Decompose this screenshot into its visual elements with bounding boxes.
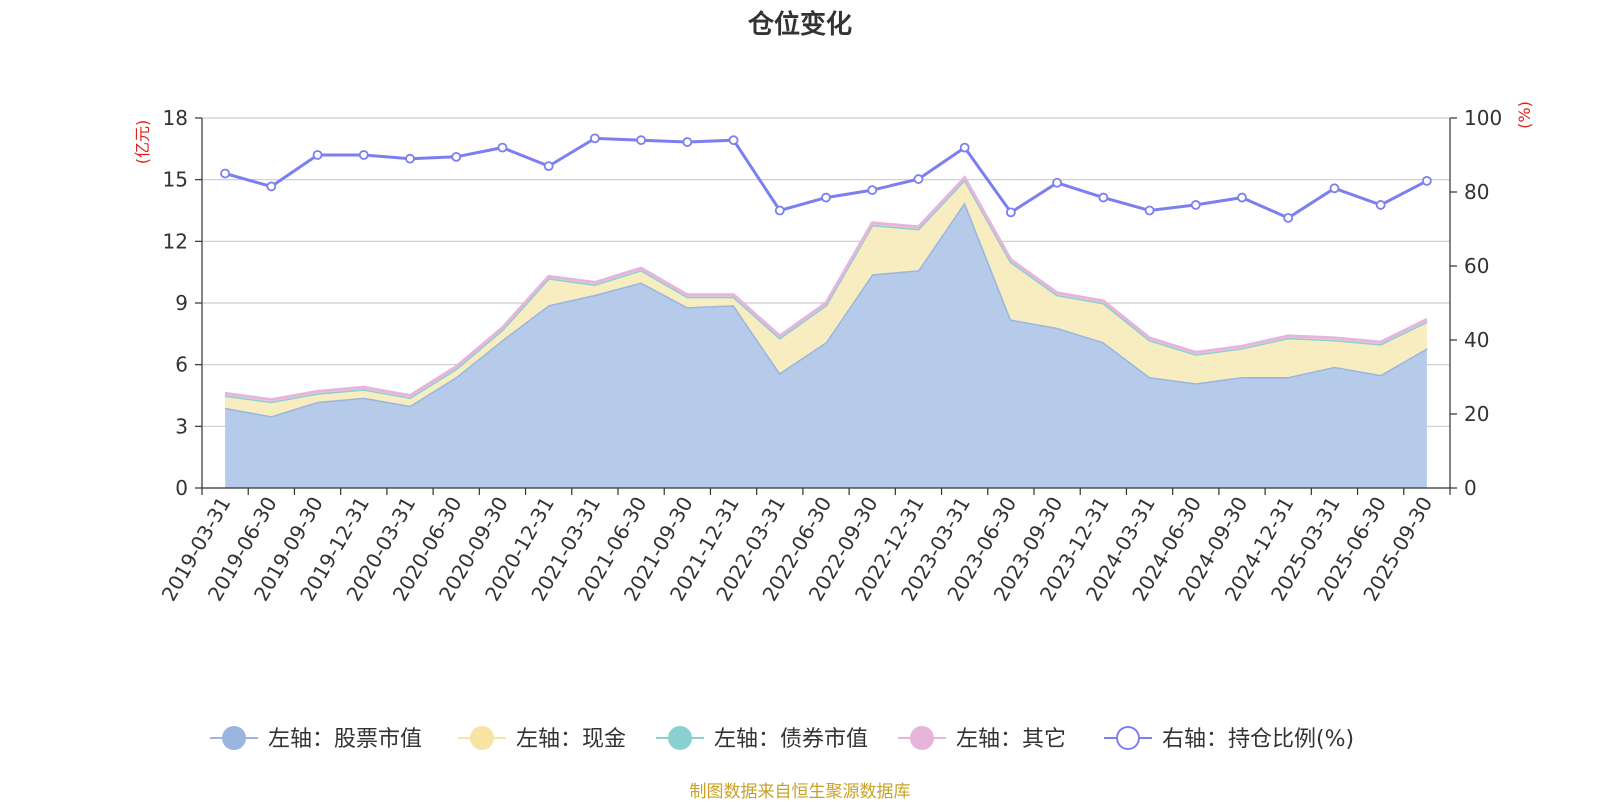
- left-tick-label: 15: [163, 168, 188, 192]
- ratio-point: [1283, 212, 1294, 223]
- right-tick-label: 80: [1464, 180, 1489, 204]
- ratio-point: [1237, 192, 1247, 203]
- ratio-line-path: [224, 136, 1428, 220]
- ratio-point: [312, 150, 323, 160]
- ratio-point: [1190, 200, 1201, 210]
- ratio-point: [1421, 175, 1432, 186]
- area-edge-line: [224, 175, 1428, 402]
- left-tick-label: 9: [175, 291, 188, 315]
- legend-item: 左轴：股票市值: [210, 726, 422, 752]
- ratio-point: [1329, 183, 1340, 194]
- area-fill: [225, 179, 1427, 417]
- ratio-point: [1098, 192, 1109, 203]
- ratio-point: [1375, 200, 1386, 210]
- ratio-point: [821, 192, 831, 203]
- ratio-point: [728, 135, 739, 146]
- right-tick-label: 100: [1464, 106, 1502, 130]
- ratio-point: [913, 174, 924, 184]
- ratio-point: [1052, 177, 1063, 188]
- ratio-point: [497, 142, 508, 153]
- ratio-point: [1144, 205, 1155, 216]
- left-tick-label: 12: [163, 229, 188, 253]
- legend-item: 左轴：其它: [898, 726, 1066, 752]
- source-note: 制图数据来自恒生聚源数据库: [689, 782, 911, 802]
- ratio-point: [405, 153, 415, 164]
- legend-marker: [470, 726, 494, 750]
- ratio-point: [451, 151, 462, 162]
- ratio-point: [589, 133, 600, 144]
- right-axis-label: (%): [1515, 101, 1534, 129]
- ratio-point: [1005, 207, 1016, 218]
- legend-marker: [910, 726, 934, 750]
- legend-marker: [668, 726, 692, 750]
- legend-marker: [222, 726, 246, 750]
- legend-label: 右轴：持仓比例(%): [1162, 727, 1354, 752]
- ratio-line: [220, 133, 1432, 223]
- chart-title: 仓位变化: [747, 10, 852, 40]
- legend: 左轴：股票市值 左轴：现金 左轴：债券市值 左轴：其它 右轴：持仓比例(%): [210, 726, 1354, 752]
- right-tick-label: 20: [1464, 402, 1489, 426]
- ratio-point: [959, 142, 970, 153]
- legend-label: 左轴：债券市值: [714, 727, 868, 752]
- left-axis-label: (亿元): [133, 120, 152, 165]
- left-tick-label: 3: [175, 414, 188, 438]
- ratio-point: [543, 161, 554, 172]
- stacked-areas: [224, 175, 1428, 489]
- ratio-point: [220, 168, 231, 179]
- legend-label: 左轴：其它: [956, 727, 1066, 752]
- right-tick-label: 0: [1464, 476, 1477, 500]
- legend-item: 左轴：债券市值: [656, 726, 868, 752]
- ratio-point: [266, 181, 277, 192]
- ratio-point: [774, 205, 785, 216]
- ratio-point: [636, 135, 647, 146]
- legend-item: 右轴：持仓比例(%): [1104, 726, 1354, 752]
- right-tick-label: 40: [1464, 328, 1489, 352]
- legend-label: 左轴：股票市值: [268, 727, 422, 752]
- ratio-point: [358, 150, 369, 160]
- left-tick-label: 0: [175, 476, 188, 500]
- ratio-point: [682, 137, 693, 147]
- left-tick-label: 18: [163, 106, 188, 130]
- left-tick-label: 6: [175, 353, 188, 377]
- legend-marker: [1116, 726, 1140, 750]
- legend-label: 左轴：现金: [516, 727, 626, 752]
- right-tick-label: 60: [1464, 254, 1489, 278]
- ratio-point: [867, 185, 878, 196]
- legend-item: 左轴：现金: [458, 726, 626, 752]
- area-fill: [225, 202, 1427, 489]
